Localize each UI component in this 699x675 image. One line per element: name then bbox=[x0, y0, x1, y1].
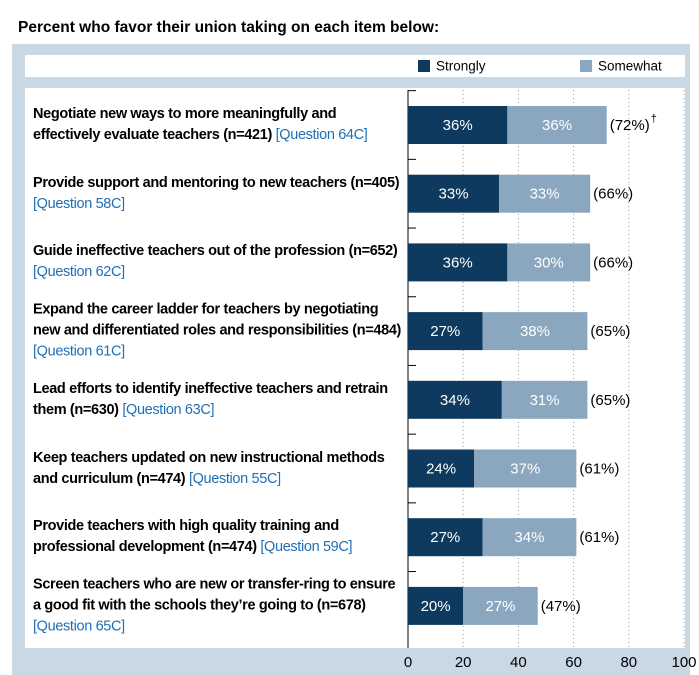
legend-label: Strongly bbox=[436, 59, 486, 74]
value-label: 27% bbox=[430, 323, 460, 340]
value-label: 33% bbox=[530, 186, 560, 203]
bar bbox=[408, 174, 500, 213]
value-label: 31% bbox=[530, 392, 560, 409]
total-label: (72%) bbox=[610, 117, 650, 134]
bar bbox=[408, 312, 483, 351]
value-label: 36% bbox=[542, 117, 572, 134]
category-text: Expand the career ladder for teachers by… bbox=[33, 301, 402, 339]
bar bbox=[501, 380, 588, 419]
x-tick-label: 20 bbox=[455, 654, 472, 671]
x-tick-label: 60 bbox=[565, 654, 582, 671]
question-ref: [Question 63C] bbox=[122, 401, 215, 418]
bar bbox=[408, 586, 464, 625]
question-ref: [Question 61C] bbox=[33, 343, 125, 360]
total-label: (61%) bbox=[579, 529, 619, 546]
value-label: 38% bbox=[520, 323, 550, 340]
value-label: 34% bbox=[440, 392, 470, 409]
category-text: Negotiate new ways to more meaningfully … bbox=[33, 106, 337, 143]
bar bbox=[408, 449, 475, 488]
x-tick-label: 40 bbox=[510, 654, 527, 671]
value-label: 20% bbox=[421, 598, 451, 615]
value-label: 33% bbox=[439, 186, 469, 203]
value-label: 27% bbox=[430, 529, 460, 546]
bar bbox=[463, 586, 538, 625]
category-label: Lead efforts to identify ineffective tea… bbox=[33, 379, 405, 421]
x-tick-label: 0 bbox=[404, 654, 412, 671]
value-label: 24% bbox=[426, 460, 456, 477]
legend-swatch bbox=[580, 60, 592, 72]
question-ref: [Question 64C] bbox=[275, 127, 368, 143]
category-label: Negotiate new ways to more meaningfully … bbox=[33, 104, 405, 146]
bar bbox=[482, 312, 588, 351]
question-ref: [Question 55C] bbox=[188, 470, 281, 487]
question-ref: [Question 59C] bbox=[260, 539, 353, 556]
total-label: (65%) bbox=[590, 323, 630, 340]
category-text: Provide support and mentoring to new tea… bbox=[33, 174, 400, 191]
total-label: (47%) bbox=[541, 598, 581, 615]
x-tick-label: 80 bbox=[620, 654, 637, 671]
legend-box bbox=[25, 55, 685, 77]
value-label: 36% bbox=[443, 254, 473, 271]
value-label: 30% bbox=[534, 254, 564, 271]
category-label: Expand the career ladder for teachers by… bbox=[33, 300, 405, 363]
question-ref: [Question 65C] bbox=[33, 618, 125, 635]
total-label: (65%) bbox=[590, 392, 630, 409]
total-label: (66%) bbox=[593, 186, 633, 203]
total-note: † bbox=[651, 113, 657, 125]
category-label: Provide teachers with high quality train… bbox=[33, 516, 405, 558]
value-label: 34% bbox=[514, 529, 544, 546]
category-label: Screen teachers who are new or transfer-… bbox=[33, 574, 405, 637]
bar bbox=[499, 174, 591, 213]
category-text: Guide ineffective teachers out of the pr… bbox=[33, 243, 398, 260]
bar bbox=[408, 243, 508, 282]
value-label: 36% bbox=[443, 117, 473, 134]
bar bbox=[507, 106, 607, 144]
bar bbox=[474, 449, 577, 488]
category-label: Provide support and mentoring to new tea… bbox=[33, 173, 405, 215]
total-label: (61%) bbox=[579, 460, 619, 477]
question-ref: [Question 62C] bbox=[33, 264, 125, 281]
category-text: Keep teachers updated on new instruction… bbox=[33, 449, 385, 487]
total-label: (66%) bbox=[593, 254, 633, 271]
category-label: Guide ineffective teachers out of the pr… bbox=[33, 241, 405, 283]
bar bbox=[408, 518, 483, 557]
category-text: Provide teachers with high quality train… bbox=[33, 518, 339, 556]
category-text: Lead efforts to identify ineffective tea… bbox=[33, 380, 388, 418]
bar bbox=[507, 243, 591, 282]
bar bbox=[408, 380, 502, 419]
bar bbox=[408, 106, 508, 144]
value-label: 27% bbox=[485, 598, 515, 615]
bar bbox=[482, 518, 577, 557]
legend-label: Somewhat bbox=[598, 59, 662, 74]
chart-title: Percent who favor their union taking on … bbox=[18, 19, 439, 36]
category-text: Screen teachers who are new or transfer-… bbox=[33, 576, 396, 614]
category-label: Keep teachers updated on new instruction… bbox=[33, 448, 405, 490]
value-label: 37% bbox=[510, 460, 540, 477]
question-ref: [Question 58C] bbox=[33, 195, 125, 212]
legend-swatch bbox=[418, 60, 430, 72]
x-tick-label: 100 bbox=[671, 654, 696, 671]
